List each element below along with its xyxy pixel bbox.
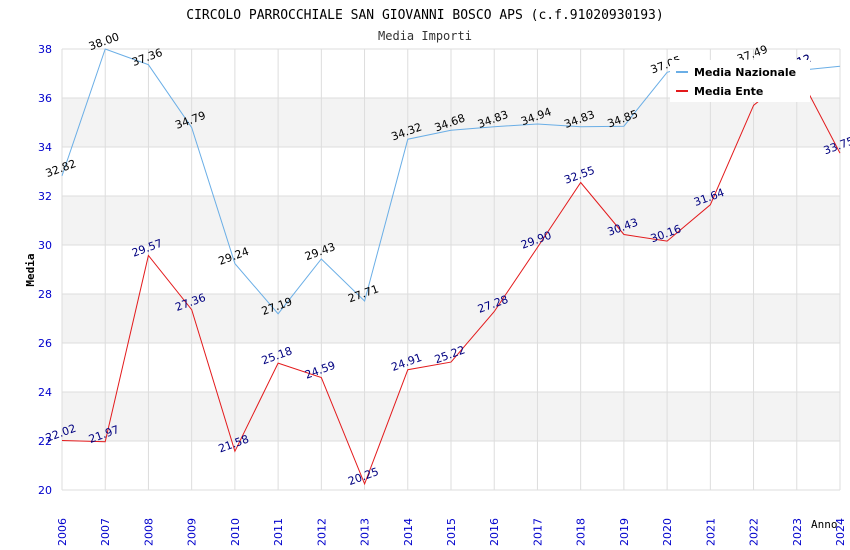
x-tick-label: 2023 [791, 518, 804, 546]
x-tick-label: 2018 [575, 518, 588, 546]
x-axis-label: Anno [811, 518, 838, 531]
x-tick-label: 2016 [488, 518, 501, 546]
y-tick-label: 24 [38, 386, 52, 399]
y-tick-label: 28 [38, 288, 52, 301]
chart-subtitle: Media Importi [378, 29, 472, 43]
y-axis-ticks: 20 22 24 26 28 30 32 34 36 38 [38, 43, 52, 497]
x-tick-label: 2008 [142, 518, 155, 546]
x-axis-ticks: 2006 2007 2008 2009 2010 2011 2012 2013 2014 2015… [56, 518, 847, 546]
y-axis-label: Media [24, 253, 37, 286]
y-tick-label: 38 [38, 43, 52, 56]
x-tick-label: 2021 [704, 518, 717, 546]
x-tick-label: 2019 [618, 518, 631, 546]
x-tick-label: 2020 [661, 518, 674, 546]
x-tick-label: 2014 [402, 518, 415, 546]
x-tick-label: 2017 [531, 518, 544, 546]
y-tick-label: 30 [38, 239, 52, 252]
legend: Media Nazionale Media Ente [670, 60, 810, 102]
x-tick-label: 2015 [445, 518, 458, 546]
legend-label: Media Ente [694, 85, 763, 98]
legend-label: Media Nazionale [694, 66, 796, 79]
y-tick-label: 36 [38, 92, 52, 105]
grid-lines [61, 48, 841, 491]
y-tick-label: 32 [38, 190, 52, 203]
x-tick-label: 2006 [56, 518, 69, 546]
x-tick-label: 2010 [229, 518, 242, 546]
x-tick-label: 2024 [834, 518, 847, 546]
legend-box [670, 60, 810, 102]
chart-title: CIRCOLO PARROCCHIALE SAN GIOVANNI BOSCO … [186, 8, 663, 23]
y-tick-label: 22 [38, 435, 52, 448]
x-tick-label: 2013 [359, 518, 372, 546]
x-tick-label: 2012 [315, 518, 328, 546]
x-tick-label: 2011 [272, 518, 285, 546]
series-line [61, 69, 841, 486]
x-tick-label: 2007 [99, 518, 112, 546]
y-tick-label: 34 [38, 141, 52, 154]
x-tick-label: 2009 [186, 518, 199, 546]
y-tick-label: 20 [38, 484, 52, 497]
x-tick-label: 2022 [748, 518, 761, 546]
y-tick-label: 26 [38, 337, 52, 350]
